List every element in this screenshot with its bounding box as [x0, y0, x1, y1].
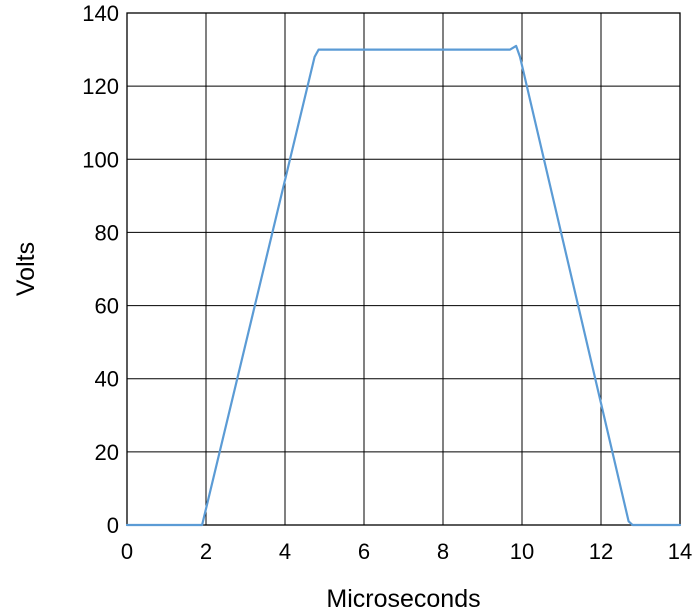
x-tick-label: 6	[358, 539, 370, 564]
x-tick-label: 2	[200, 539, 212, 564]
series-layer	[125, 44, 682, 527]
plot-frame	[126, 12, 681, 526]
y-tick-labels: 0 20 40 60 80 100 120 140	[82, 1, 119, 538]
x-axis-title: Microseconds	[326, 585, 480, 613]
x-tick-label: 14	[668, 539, 692, 564]
x-tick-labels: 0 2 4 6 8 10 12 14	[121, 539, 692, 564]
y-tick-label: 60	[95, 294, 119, 319]
y-tick-label: 0	[107, 513, 119, 538]
series-line-1	[125, 44, 682, 527]
grid	[127, 13, 680, 525]
y-tick-label: 140	[82, 1, 119, 26]
x-tick-label: 4	[279, 539, 291, 564]
y-tick-label: 40	[95, 367, 119, 392]
y-tick-label: 20	[95, 440, 119, 465]
y-tick-label: 100	[82, 147, 119, 172]
x-tick-label: 10	[510, 539, 534, 564]
x-tick-label: 12	[589, 539, 613, 564]
y-tick-label: 120	[82, 74, 119, 99]
y-axis-title: Volts	[12, 242, 40, 296]
x-tick-label: 0	[121, 539, 133, 564]
x-tick-label: 8	[437, 539, 449, 564]
y-tick-label: 80	[95, 220, 119, 245]
